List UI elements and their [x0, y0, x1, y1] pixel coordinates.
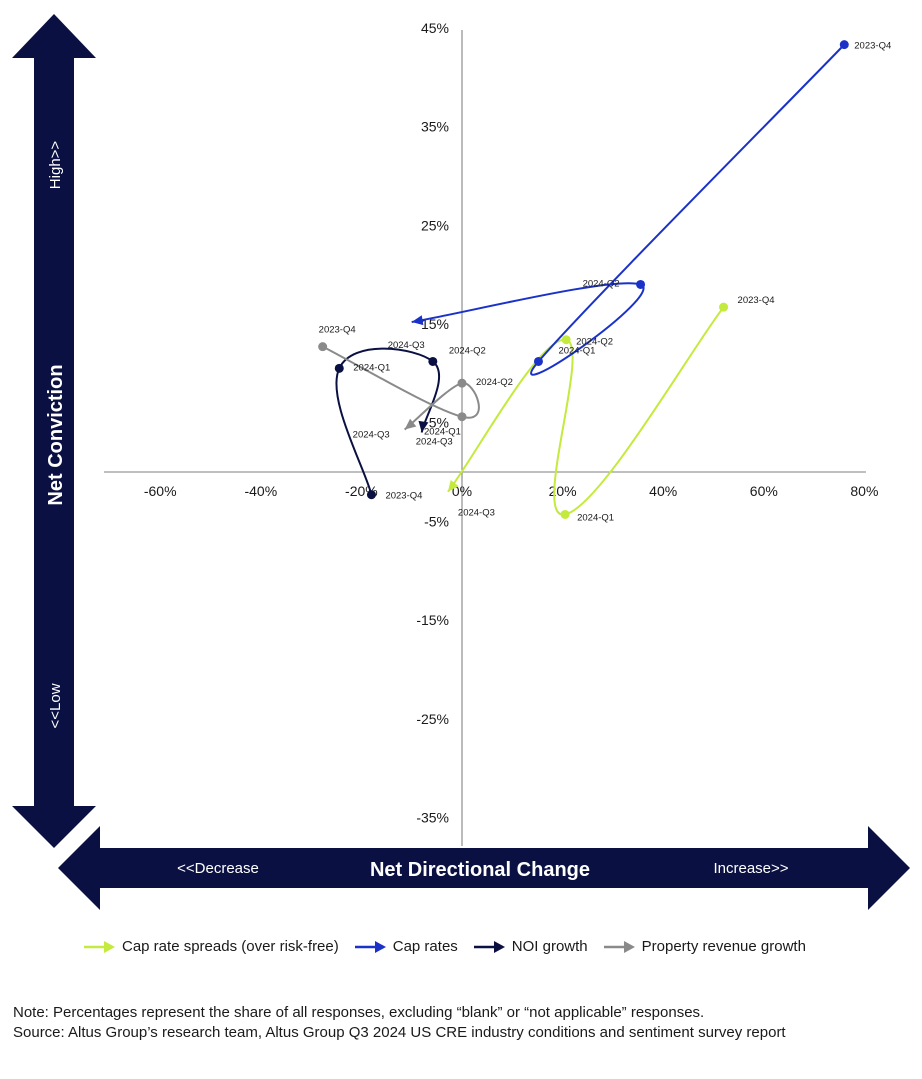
y-tick-label: -35% [416, 809, 449, 825]
legend-item: NOI growth [472, 938, 588, 955]
data-point [457, 378, 467, 388]
y-tick-label: -25% [416, 711, 449, 727]
x-tick-label: -60% [144, 483, 177, 499]
y-tick-label: -5% [424, 513, 449, 529]
data-point [839, 40, 849, 50]
data-point [561, 335, 571, 345]
chart-canvas: High>> Net Conviction <<Low <<Decrease N… [12, 14, 910, 910]
point-label: 2024-Q3 [416, 437, 453, 448]
legend-arrow-icon [354, 940, 386, 953]
x-axis-title: Net Directional Change [370, 859, 590, 881]
point-label: 2024-Q2 [449, 345, 486, 356]
x-tick-label: 20% [549, 483, 577, 499]
data-point [366, 490, 376, 500]
legend-arrow-icon [84, 940, 115, 953]
legend-arrow-icon [603, 940, 635, 953]
legend-label: Property revenue growth [641, 938, 806, 955]
x-axis-arrow-shape [58, 826, 910, 910]
x-tick-label: 80% [850, 483, 878, 499]
x-tick-label: 40% [649, 483, 677, 499]
note-text: Note: Percentages represent the share of… [13, 1004, 705, 1021]
point-label: 2024-Q1 [424, 427, 461, 438]
point-label: 2023-Q4 [738, 295, 775, 306]
x-axis-decrease-label: <<Decrease [177, 860, 259, 877]
point-label: 2024-Q2 [583, 278, 620, 289]
point-label: 2024-Q2 [576, 337, 613, 348]
point-label: 2024-Q3 [353, 430, 390, 441]
series-arrowhead [447, 479, 459, 492]
source-text: Source: Altus Group’s research team, Alt… [13, 1024, 786, 1041]
y-tick-label: 35% [421, 119, 449, 135]
data-point [318, 342, 328, 352]
data-point [636, 279, 646, 289]
point-label: 2024-Q3 [388, 340, 425, 351]
y-tick-label: 45% [421, 20, 449, 36]
point-label: 2024-Q3 [458, 508, 495, 519]
x-tick-label: 60% [750, 483, 778, 499]
legend-label: Cap rates [392, 938, 458, 955]
y-axis-title: Net Conviction [45, 364, 67, 505]
point-label: 2024-Q1 [577, 512, 614, 523]
series-arrowhead [418, 420, 429, 433]
y-axis-arrow-shape [12, 14, 96, 848]
legend-item: Property revenue growth [602, 938, 806, 955]
legend: Cap rate spreads (over risk-free) Cap rat… [82, 938, 820, 955]
series-arrowhead [411, 315, 424, 326]
point-label: 2024-Q1 [353, 362, 390, 373]
data-point [334, 363, 344, 373]
point-label: 2024-Q1 [558, 345, 595, 356]
y-tick-label: -15% [416, 612, 449, 628]
point-label: 2023-Q4 [319, 325, 356, 336]
data-point [533, 356, 543, 366]
data-point [428, 356, 438, 366]
series-arrowhead [404, 418, 417, 430]
y-tick-label: 25% [421, 217, 449, 233]
series-line [335, 347, 440, 495]
point-label: 2023-Q4 [854, 41, 891, 52]
y-axis-low-label: <<Low [47, 683, 64, 728]
legend-item: Cap rates [353, 938, 458, 955]
point-label: 2024-Q2 [476, 377, 513, 388]
series-line [411, 43, 845, 376]
legend-item: Cap rate spreads (over risk-free) [82, 938, 339, 955]
footnote: Note: Percentages represent the share of… [13, 1003, 908, 1043]
y-axis-high-label: High>> [47, 141, 64, 190]
series-line [447, 306, 725, 516]
point-label: 2023-Q4 [385, 491, 422, 502]
x-axis-increase-label: Increase>> [713, 860, 788, 877]
data-point [457, 412, 467, 422]
data-point [560, 509, 570, 519]
series-line [322, 345, 480, 431]
legend-label: NOI growth [511, 938, 588, 955]
data-point [719, 302, 729, 312]
x-tick-label: -40% [244, 483, 277, 499]
legend-label: Cap rate spreads (over risk-free) [122, 938, 339, 955]
legend-arrow-icon [473, 940, 505, 953]
y-tick-label: 5% [429, 415, 449, 431]
